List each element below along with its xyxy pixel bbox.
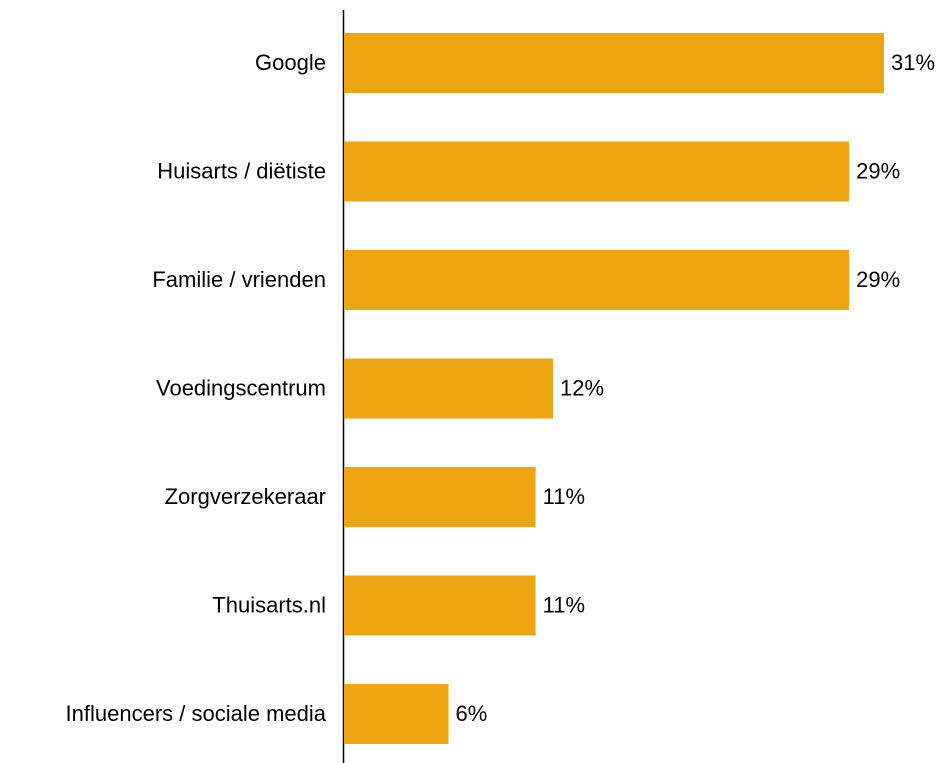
bar: [344, 575, 536, 636]
value-label: 11%: [543, 484, 585, 509]
category-label: Familie / vrienden: [152, 267, 326, 292]
category-label: Google: [255, 50, 326, 75]
value-label: 29%: [856, 158, 900, 183]
category-label: Influencers / sociale media: [66, 701, 327, 726]
bar: [344, 250, 850, 310]
value-label: 12%: [560, 375, 604, 400]
category-label: Thuisarts.nl: [212, 592, 326, 617]
bar: [344, 467, 536, 527]
value-label: 11%: [543, 592, 585, 617]
category-label: Huisarts / diëtiste: [157, 158, 326, 183]
bar: [344, 684, 449, 744]
bar: [344, 141, 850, 202]
value-label: 29%: [856, 267, 900, 292]
category-label: Voedingscentrum: [156, 375, 326, 400]
value-label: 31%: [891, 50, 935, 75]
value-label: 6%: [456, 701, 488, 726]
bar: [344, 358, 554, 419]
category-label: Zorgverzekeraar: [165, 484, 326, 509]
bar: [344, 33, 885, 93]
